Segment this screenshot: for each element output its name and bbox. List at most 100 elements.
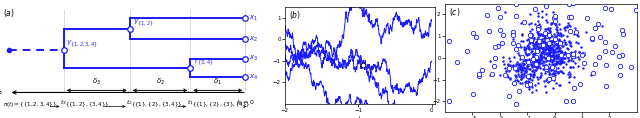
Point — [516, 33, 527, 35]
Point — [548, 49, 559, 51]
Point — [527, 65, 538, 67]
Point — [509, 67, 520, 69]
Point — [452, 61, 463, 63]
Point — [529, 45, 540, 47]
Point — [570, 27, 580, 29]
Point — [523, 61, 533, 63]
Point — [554, 60, 564, 62]
Point — [564, 41, 575, 43]
Point — [537, 47, 547, 49]
Point — [512, 69, 522, 71]
Point — [557, 71, 567, 73]
Point — [524, 48, 534, 50]
Point — [552, 26, 562, 28]
Point — [493, 45, 504, 47]
Point — [550, 20, 561, 21]
Point — [547, 22, 557, 24]
Point — [545, 50, 556, 51]
Point — [531, 65, 541, 67]
Point — [540, 80, 550, 82]
Point — [567, 54, 577, 56]
Point — [508, 64, 518, 66]
Point — [626, 66, 636, 68]
Text: $\delta_3$: $\delta_3$ — [92, 77, 101, 87]
Point — [524, 53, 534, 55]
Text: $\delta_2$: $\delta_2$ — [156, 77, 164, 87]
Point — [565, 25, 575, 27]
Point — [510, 65, 520, 67]
Point — [545, 55, 556, 57]
Point — [537, 10, 547, 12]
Point — [564, 30, 575, 32]
Point — [553, 72, 563, 74]
Point — [548, 77, 558, 79]
Point — [522, 65, 532, 67]
Point — [566, 51, 577, 53]
Point — [565, 41, 575, 43]
Point — [516, 67, 527, 69]
Point — [536, 54, 546, 56]
Point — [519, 67, 529, 69]
Point — [533, 49, 543, 51]
Point — [545, 34, 555, 36]
Point — [527, 66, 537, 68]
Point — [532, 26, 543, 28]
Point — [517, 73, 527, 75]
Point — [536, 58, 546, 59]
Point — [545, 44, 555, 46]
Point — [570, 50, 580, 52]
Point — [538, 50, 548, 52]
Point — [543, 69, 553, 71]
Point — [574, 51, 584, 53]
Point — [593, 23, 603, 25]
Point — [550, 57, 561, 59]
Point — [529, 69, 540, 71]
Point — [554, 49, 564, 51]
Point — [518, 66, 529, 68]
Point — [543, 79, 553, 81]
Point — [511, 71, 521, 72]
Point — [547, 41, 557, 43]
Point — [520, 80, 531, 82]
Point — [516, 69, 527, 70]
Point — [524, 68, 534, 70]
Point — [511, 103, 522, 105]
Point — [541, 53, 551, 55]
Point — [549, 67, 559, 69]
Point — [534, 49, 545, 51]
Point — [553, 46, 563, 48]
Point — [503, 63, 513, 65]
Point — [518, 76, 529, 78]
Point — [550, 72, 560, 74]
Point — [532, 28, 543, 30]
Point — [525, 39, 535, 41]
Point — [527, 50, 538, 52]
Point — [552, 50, 563, 52]
Point — [536, 56, 546, 58]
Point — [541, 60, 551, 62]
Point — [517, 77, 527, 78]
Point — [532, 27, 543, 29]
Point — [556, 58, 566, 60]
Point — [545, 58, 556, 60]
Point — [497, 60, 508, 62]
Point — [595, 36, 605, 38]
Point — [536, 52, 547, 54]
Point — [523, 76, 533, 78]
Point — [515, 58, 525, 60]
Point — [540, 45, 550, 47]
Point — [548, 56, 559, 58]
Text: $(a)$: $(a)$ — [3, 7, 15, 19]
Point — [532, 67, 542, 69]
Point — [543, 59, 554, 61]
X-axis label: $t$: $t$ — [357, 114, 363, 118]
Point — [537, 56, 547, 58]
Point — [531, 63, 541, 65]
Point — [586, 74, 596, 76]
Point — [515, 82, 525, 83]
Point — [549, 17, 559, 19]
Point — [523, 77, 533, 79]
Point — [515, 64, 525, 66]
Point — [504, 57, 515, 59]
Point — [555, 84, 565, 86]
